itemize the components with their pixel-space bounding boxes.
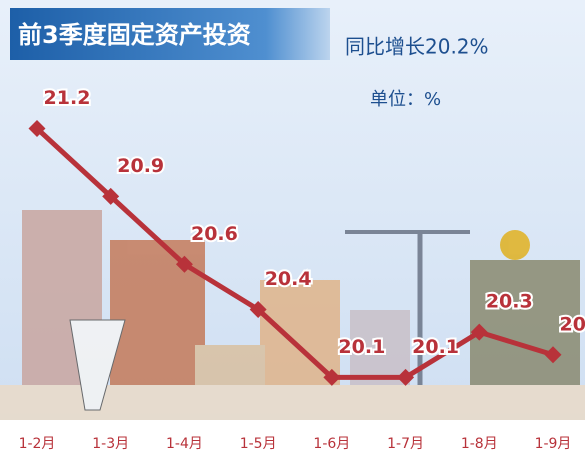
data-point <box>470 323 488 341</box>
data-label: 20.9 <box>117 155 164 177</box>
x-tick-label: 1-3月 <box>92 436 129 452</box>
x-tick-label: 1-2月 <box>19 436 56 452</box>
data-label: 20.1 <box>338 336 385 358</box>
x-tick-label: 1-6月 <box>313 436 350 452</box>
footer-background <box>0 420 585 473</box>
chart-title: 前3季度固定资产投资 <box>18 21 251 49</box>
x-tick-label: 1-5月 <box>240 436 277 452</box>
chart-subtitle: 同比增长20.2% <box>345 35 489 59</box>
data-point <box>397 368 415 386</box>
x-tick-label: 1-7月 <box>387 436 424 452</box>
unit-label: 单位：% <box>370 89 441 110</box>
data-label: 20.3 <box>486 291 533 313</box>
data-point <box>102 187 120 205</box>
x-tick-label: 1-4月 <box>166 436 203 452</box>
data-label: 21.2 <box>44 87 91 109</box>
data-label: 20.2 <box>560 313 585 335</box>
data-label: 20.1 <box>412 336 459 358</box>
data-point <box>544 346 562 364</box>
x-tick-label: 1-9月 <box>535 436 572 452</box>
data-label: 20.6 <box>191 223 238 245</box>
title-banner <box>10 8 330 60</box>
x-tick-label: 1-8月 <box>461 436 498 452</box>
data-point <box>249 301 267 318</box>
data-point <box>175 255 193 273</box>
data-point <box>323 368 341 386</box>
data-label: 20.4 <box>265 268 312 290</box>
data-line <box>35 126 554 380</box>
